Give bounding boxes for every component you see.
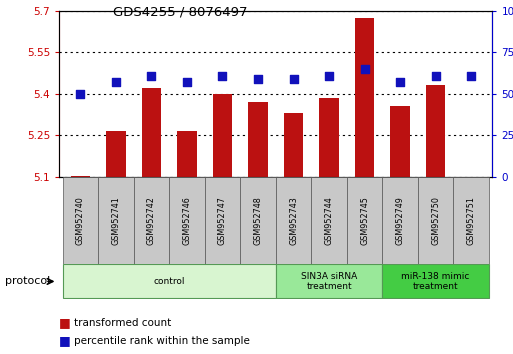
Bar (284, 113, 303, 177)
FancyBboxPatch shape (63, 177, 98, 264)
Bar (426, 86, 445, 177)
Bar (355, 18, 374, 177)
Point (219, 73, 227, 78)
Text: GSM952740: GSM952740 (76, 196, 85, 245)
Text: GSM952747: GSM952747 (218, 196, 227, 245)
Text: GSM952742: GSM952742 (147, 196, 156, 245)
Bar (106, 131, 126, 177)
Text: GSM952744: GSM952744 (325, 196, 333, 245)
Bar (71, 176, 90, 177)
FancyBboxPatch shape (453, 177, 489, 264)
Point (325, 73, 333, 78)
Text: GSM952741: GSM952741 (111, 196, 121, 245)
FancyBboxPatch shape (276, 177, 311, 264)
FancyBboxPatch shape (63, 264, 276, 298)
Text: GSM952746: GSM952746 (183, 196, 191, 245)
FancyBboxPatch shape (169, 177, 205, 264)
Point (112, 79, 120, 85)
Point (431, 73, 440, 78)
Point (361, 66, 369, 72)
Point (254, 76, 262, 82)
FancyBboxPatch shape (382, 264, 489, 298)
FancyBboxPatch shape (382, 177, 418, 264)
Point (289, 76, 298, 82)
Point (147, 73, 155, 78)
Text: SIN3A siRNA
treatment: SIN3A siRNA treatment (301, 272, 357, 291)
Text: GSM952751: GSM952751 (467, 196, 476, 245)
Point (467, 73, 475, 78)
Bar (390, 106, 410, 177)
FancyBboxPatch shape (240, 177, 276, 264)
Text: GSM952749: GSM952749 (396, 196, 405, 245)
FancyBboxPatch shape (98, 177, 133, 264)
FancyBboxPatch shape (311, 177, 347, 264)
Text: ■: ■ (59, 334, 71, 347)
FancyBboxPatch shape (133, 177, 169, 264)
Bar (177, 131, 196, 177)
Text: control: control (153, 277, 185, 286)
Text: percentile rank within the sample: percentile rank within the sample (74, 336, 250, 346)
FancyBboxPatch shape (418, 177, 453, 264)
Point (183, 79, 191, 85)
FancyBboxPatch shape (205, 177, 240, 264)
Text: GSM952748: GSM952748 (253, 196, 263, 245)
FancyBboxPatch shape (276, 264, 382, 298)
Text: miR-138 mimic
treatment: miR-138 mimic treatment (402, 272, 470, 291)
Bar (142, 88, 161, 177)
Text: GSM952750: GSM952750 (431, 196, 440, 245)
Bar (248, 102, 268, 177)
FancyBboxPatch shape (347, 177, 382, 264)
Text: GSM952743: GSM952743 (289, 196, 298, 245)
Bar (213, 94, 232, 177)
Bar (319, 98, 339, 177)
Text: transformed count: transformed count (74, 318, 172, 328)
Point (396, 79, 404, 85)
Text: GSM952745: GSM952745 (360, 196, 369, 245)
Text: ■: ■ (59, 316, 71, 329)
Text: GDS4255 / 8076497: GDS4255 / 8076497 (113, 5, 247, 18)
Text: protocol: protocol (5, 276, 50, 286)
Point (76, 91, 85, 97)
